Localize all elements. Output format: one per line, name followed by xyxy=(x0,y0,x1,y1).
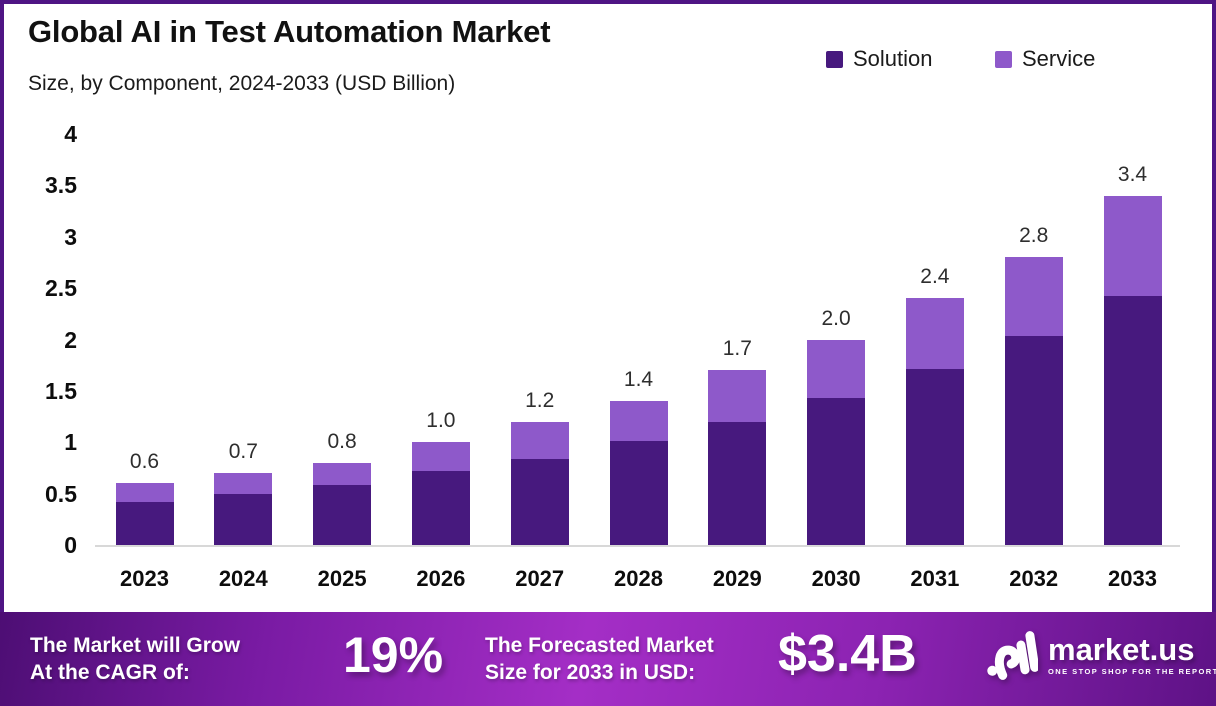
bar-segment-service xyxy=(905,298,964,370)
forecast-label: The Forecasted Market Size for 2033 in U… xyxy=(485,634,714,684)
bar-segment-service xyxy=(609,401,668,442)
legend-label-solution: Solution xyxy=(853,46,933,71)
bar-segment-solution xyxy=(609,441,668,545)
x-axis-label: 2030 xyxy=(811,566,861,591)
bar-total-label: 2.0 xyxy=(821,306,851,330)
bar-segment-service xyxy=(214,473,273,494)
x-axis-label: 2023 xyxy=(120,566,169,591)
bar-total-label: 1.4 xyxy=(623,368,654,392)
footer-banner: The Market will Grow At the CAGR of: 19%… xyxy=(0,612,1216,706)
bar-segment-service xyxy=(115,483,174,502)
y-tick-label: 2.5 xyxy=(45,275,77,302)
bar-segment-solution xyxy=(411,471,470,545)
y-tick-label: 1.5 xyxy=(45,377,77,404)
market-us-logo-icon xyxy=(987,631,1038,680)
bar-segment-solution xyxy=(115,501,174,545)
frame-border-top xyxy=(0,0,1216,4)
bar-segment-solution xyxy=(1004,336,1063,545)
legend-swatch-service-icon xyxy=(995,50,1012,68)
bar-segment-service xyxy=(1103,195,1162,297)
bar-total-label: 0.8 xyxy=(327,429,357,453)
bar-segment-solution xyxy=(313,485,372,545)
bar-total-label: 1.2 xyxy=(525,388,555,412)
x-axis-label: 2033 xyxy=(1108,566,1157,591)
logo-tagline: ONE STOP SHOP FOR THE REPORTS xyxy=(1048,666,1216,676)
x-axis-label: 2028 xyxy=(614,566,663,591)
bar-total-label: 1.7 xyxy=(722,337,752,361)
y-tick-label: 0.5 xyxy=(45,480,77,507)
legend-item-service: Service xyxy=(995,46,1095,72)
bar-segment-solution xyxy=(807,398,866,545)
bar-total-label: 0.6 xyxy=(129,450,160,474)
bar-total-label: 3.4 xyxy=(1117,162,1148,186)
market-us-logo: market.us ONE STOP SHOP FOR THE REPORTS xyxy=(982,630,1216,680)
legend-item-solution: Solution xyxy=(826,46,933,72)
x-axis-label: 2026 xyxy=(416,566,466,591)
forecast-value: $3.4B xyxy=(778,625,917,683)
bar-total-label: 2.4 xyxy=(920,265,950,289)
y-tick-label: 3.5 xyxy=(45,172,77,199)
bar-segment-service xyxy=(1004,257,1063,337)
x-axis-label: 2027 xyxy=(515,566,565,591)
cagr-value: 19% xyxy=(343,627,444,683)
cagr-label: The Market will Grow At the CAGR of: xyxy=(30,634,241,684)
bar-segment-solution xyxy=(708,421,767,545)
legend-label-service: Service xyxy=(1022,46,1096,71)
page-subtitle: Size, by Component, 2024-2033 (USD Billi… xyxy=(28,72,456,95)
bar-segment-service xyxy=(510,421,569,459)
x-axis-label: 2025 xyxy=(317,566,367,591)
bar-total-label: 1.0 xyxy=(426,409,456,433)
bar-segment-solution xyxy=(214,493,273,545)
x-axis-line xyxy=(95,545,1180,547)
x-axis-label: 2032 xyxy=(1009,566,1059,591)
x-axis-label: 2031 xyxy=(910,566,960,591)
page-title: Global AI in Test Automation Market xyxy=(28,14,551,49)
frame-border-left xyxy=(0,0,4,706)
y-tick-label: 1 xyxy=(64,429,77,456)
y-tick-label: 2 xyxy=(64,326,77,353)
legend-swatch-solution-icon xyxy=(826,50,843,68)
bar-segment-service xyxy=(807,339,866,399)
bar-total-label: 2.8 xyxy=(1019,224,1049,248)
bar-segment-service xyxy=(313,462,372,486)
y-tick-label: 3 xyxy=(64,223,77,250)
y-tick-label: 0 xyxy=(64,532,77,558)
x-axis-label: 2024 xyxy=(218,566,268,591)
bar-total-label: 0.7 xyxy=(228,440,258,464)
logo-text-column: market.us ONE STOP SHOP FOR THE REPORTS xyxy=(1048,631,1216,676)
bar-segment-solution xyxy=(905,369,964,545)
y-tick-label: 4 xyxy=(64,121,77,147)
bar-segment-solution xyxy=(1103,296,1162,545)
bar-segment-service xyxy=(411,442,470,472)
frame-border-right xyxy=(1212,0,1216,706)
bar-segment-solution xyxy=(510,458,569,545)
x-axis-label: 2029 xyxy=(712,566,762,591)
logo-name: market.us xyxy=(1048,631,1195,667)
bar-segment-service xyxy=(708,370,767,422)
